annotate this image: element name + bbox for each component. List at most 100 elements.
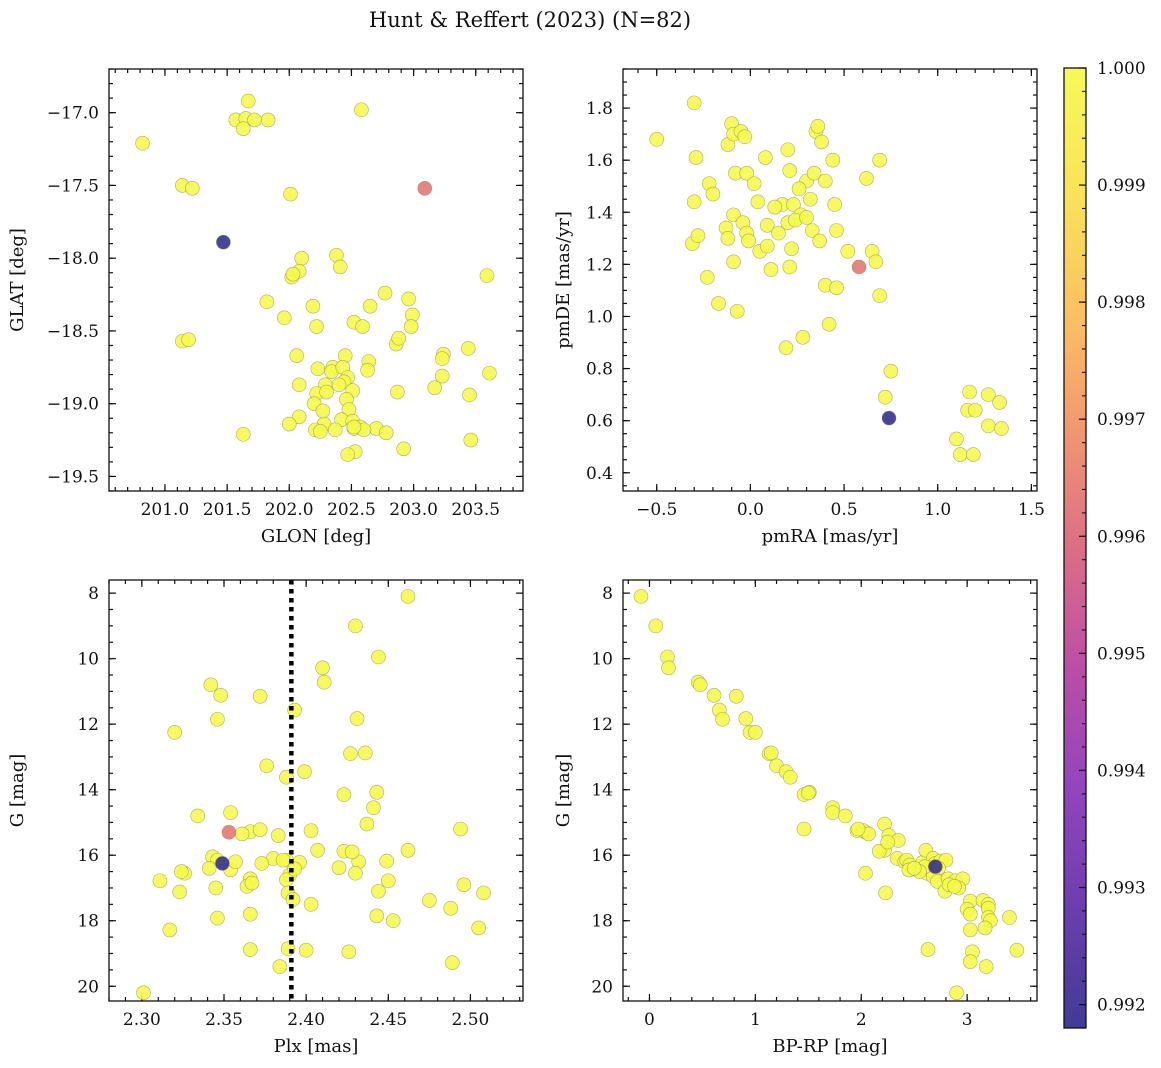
data-point bbox=[223, 805, 238, 820]
y-tick-label: 12 bbox=[77, 715, 99, 735]
data-point bbox=[804, 223, 820, 238]
y-tick-label: −17.0 bbox=[47, 104, 99, 124]
data-point bbox=[403, 319, 419, 334]
data-point bbox=[692, 677, 708, 693]
data-point bbox=[434, 351, 450, 366]
data-point bbox=[767, 199, 783, 215]
data-point bbox=[359, 816, 375, 832]
x-tick-label: 1.5 bbox=[1018, 500, 1045, 520]
data-point bbox=[162, 922, 178, 938]
y-tick-label: −17.5 bbox=[47, 176, 99, 196]
colorbar-tick-label: 1.000 bbox=[1097, 59, 1146, 79]
data-point bbox=[427, 380, 443, 395]
y-tick-label: 20 bbox=[591, 977, 613, 997]
y-tick-label: 8 bbox=[602, 584, 613, 604]
data-point bbox=[377, 285, 393, 301]
data-point bbox=[369, 785, 385, 800]
data-point bbox=[385, 913, 401, 929]
data-point bbox=[967, 402, 983, 418]
data-point bbox=[422, 893, 437, 908]
data-point bbox=[759, 238, 775, 254]
data-point bbox=[829, 280, 844, 296]
data-point bbox=[771, 225, 786, 241]
data-point bbox=[242, 906, 258, 922]
data-point bbox=[872, 152, 887, 168]
x-tick-label: 1.0 bbox=[924, 500, 951, 520]
data-point bbox=[661, 660, 676, 676]
data-point bbox=[729, 303, 745, 319]
data-point bbox=[291, 409, 307, 425]
y-tick-label: −18.0 bbox=[47, 249, 99, 269]
data-point bbox=[201, 861, 217, 876]
panel-parallax-magnitude: 2.30 2.35 2.40 2.45 2.50 8 10 12 14 16 18 20 Plx [ma… bbox=[7, 579, 524, 1057]
data-point bbox=[357, 745, 373, 761]
data-point bbox=[184, 181, 200, 196]
x-tick-label: 201.5 bbox=[203, 500, 252, 520]
data-point bbox=[980, 387, 996, 402]
colorbar-tick-label: 0.995 bbox=[1097, 644, 1146, 664]
data-point bbox=[782, 259, 798, 275]
x-axis-label: pmRA [mas/yr] bbox=[762, 526, 899, 547]
x-tick-label: 2.40 bbox=[287, 1010, 325, 1030]
data-point bbox=[281, 416, 297, 432]
data-point bbox=[880, 834, 896, 850]
data-point bbox=[391, 330, 406, 346]
data-point bbox=[825, 152, 841, 168]
markers bbox=[135, 93, 497, 462]
data-point bbox=[259, 294, 275, 310]
data-point bbox=[400, 589, 416, 604]
data-point bbox=[327, 422, 343, 438]
colorbar-frame bbox=[1063, 67, 1087, 1029]
y-tick-label: 1.4 bbox=[586, 203, 613, 223]
x-tick-label: 0.5 bbox=[831, 500, 858, 520]
data-point bbox=[453, 821, 468, 837]
axes-frame bbox=[108, 68, 524, 492]
data-point bbox=[315, 660, 330, 676]
data-point bbox=[276, 310, 292, 326]
data-point bbox=[778, 340, 794, 356]
data-point bbox=[803, 191, 818, 207]
data-point bbox=[738, 711, 754, 726]
data-point bbox=[962, 922, 978, 938]
data-point bbox=[210, 910, 225, 926]
y-tick-label: 14 bbox=[591, 781, 613, 801]
data-point bbox=[878, 885, 893, 901]
data-point bbox=[252, 822, 268, 837]
data-point bbox=[686, 95, 702, 111]
y-axis-label: GLAT [deg] bbox=[7, 228, 28, 332]
colorbar-tick-label: 0.997 bbox=[1097, 410, 1146, 430]
x-tick-label: 203.5 bbox=[451, 500, 500, 520]
data-point bbox=[349, 711, 365, 726]
colorbar-tick-label: 0.996 bbox=[1097, 527, 1146, 547]
data-point bbox=[348, 865, 363, 881]
data-point bbox=[360, 362, 375, 378]
data-point bbox=[763, 745, 779, 761]
y-axis-label: G [mag] bbox=[553, 754, 574, 827]
data-point bbox=[476, 885, 491, 901]
data-point bbox=[850, 821, 866, 837]
data-point bbox=[285, 266, 301, 282]
x-tick-label: 202.5 bbox=[327, 500, 376, 520]
data-point bbox=[396, 441, 411, 457]
data-point bbox=[213, 688, 229, 703]
data-point bbox=[240, 93, 256, 109]
x-tick-label: 1 bbox=[750, 1010, 761, 1030]
data-point bbox=[272, 959, 288, 974]
data-point bbox=[786, 197, 801, 212]
data-point bbox=[806, 165, 822, 181]
data-point bbox=[746, 176, 762, 191]
data-point bbox=[883, 363, 899, 379]
data-point bbox=[1002, 910, 1017, 925]
data-point bbox=[928, 859, 943, 874]
y-tick-label: 10 bbox=[591, 650, 613, 670]
x-tick-label: 2.45 bbox=[369, 1010, 407, 1030]
data-point bbox=[872, 288, 887, 303]
axes-frame bbox=[622, 579, 1038, 1002]
data-point bbox=[344, 844, 360, 860]
y-tick-label: 18 bbox=[591, 912, 613, 932]
data-point bbox=[462, 387, 477, 403]
data-point bbox=[371, 649, 386, 665]
data-point bbox=[759, 217, 775, 233]
data-point bbox=[173, 864, 189, 879]
